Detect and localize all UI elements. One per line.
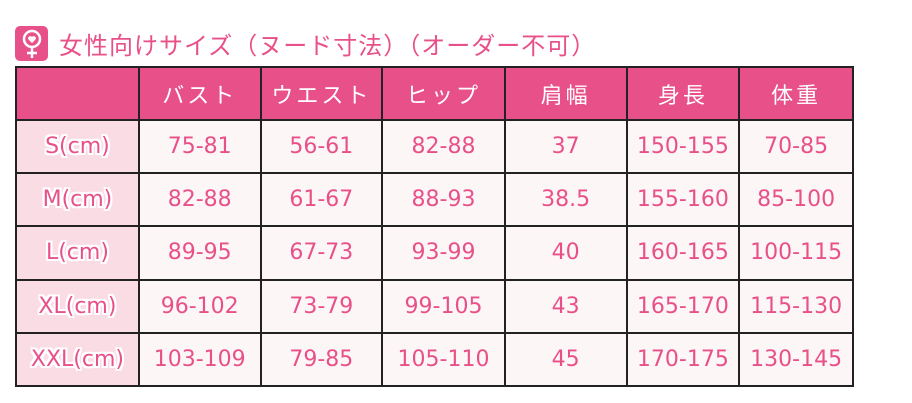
header-cell: ウエスト xyxy=(259,66,384,121)
table-cell: 56-61 xyxy=(259,118,384,175)
header-cell: 肩幅 xyxy=(503,66,628,121)
title: 女性向けサイズ（ヌード寸法）（オーダー不可） xyxy=(15,26,596,61)
table-row: L(cm) 89-95 67-73 93-99 40 160-165 100-115 xyxy=(15,225,854,281)
table-cell: 160-165 xyxy=(625,225,741,281)
header-cell: 身長 xyxy=(625,66,741,121)
table-cell: 70-85 xyxy=(738,118,854,175)
table-cell: 75-81 xyxy=(137,118,262,175)
table-cell: 115-130 xyxy=(738,278,854,334)
size-label: XL(cm) xyxy=(15,278,140,334)
table-cell: 37 xyxy=(503,118,628,175)
size-label: L(cm) xyxy=(15,225,140,281)
header-cell: 体重 xyxy=(738,66,854,121)
table-cell: 89-95 xyxy=(137,225,262,281)
table-cell: 73-79 xyxy=(259,278,384,334)
table-cell: 155-160 xyxy=(625,172,741,228)
header-cell xyxy=(15,66,140,121)
table-cell: 88-93 xyxy=(381,172,506,228)
size-label: S(cm) xyxy=(15,118,140,175)
female-heart-icon xyxy=(15,26,48,61)
table-cell: 79-85 xyxy=(259,331,384,388)
header-row: バスト ウエスト ヒップ 肩幅 身長 体重 xyxy=(15,66,854,121)
table-cell: 85-100 xyxy=(738,172,854,228)
table-cell: 40 xyxy=(503,225,628,281)
table-row: XXL(cm) 103-109 79-85 105-110 45 170-175 130-1… xyxy=(15,331,854,388)
table-cell: 103-109 xyxy=(137,331,262,388)
table-cell: 130-145 xyxy=(738,331,854,388)
size-label: M(cm) xyxy=(15,172,140,228)
table-cell: 82-88 xyxy=(137,172,262,228)
size-table: バスト ウエスト ヒップ 肩幅 身長 体重 S(cm) 75-81 56-61 82-… xyxy=(15,66,854,388)
table-cell: 165-170 xyxy=(625,278,741,334)
table-cell: 93-99 xyxy=(381,225,506,281)
header-cell: ヒップ xyxy=(381,66,506,121)
table-cell: 43 xyxy=(503,278,628,334)
table-cell: 38.5 xyxy=(503,172,628,228)
table-row: M(cm) 82-88 61-67 88-93 38.5 155-160 85-100 xyxy=(15,172,854,228)
table-cell: 105-110 xyxy=(381,331,506,388)
page-title: 女性向けサイズ（ヌード寸法）（オーダー不可） xyxy=(59,32,597,60)
table-cell: 170-175 xyxy=(625,331,741,388)
size-label: XXL(cm) xyxy=(15,331,140,388)
table-cell: 99-105 xyxy=(381,278,506,334)
header-cell: バスト xyxy=(137,66,262,121)
table-cell: 82-88 xyxy=(381,118,506,175)
table-cell: 61-67 xyxy=(259,172,384,228)
table-row: S(cm) 75-81 56-61 82-88 37 150-155 70-85 xyxy=(15,118,854,175)
table-cell: 45 xyxy=(503,331,628,388)
table-row: XL(cm) 96-102 73-79 99-105 43 165-170 115-130 xyxy=(15,278,854,334)
table-cell: 150-155 xyxy=(625,118,741,175)
table-cell: 96-102 xyxy=(137,278,262,334)
table-cell: 100-115 xyxy=(738,225,854,281)
table-cell: 67-73 xyxy=(259,225,384,281)
